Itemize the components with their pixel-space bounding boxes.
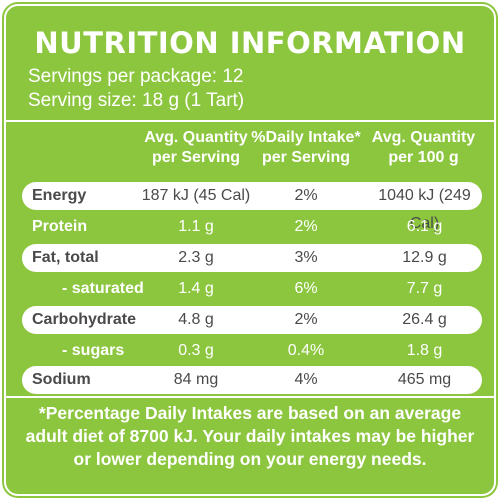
- nutrient-label: Fat, total: [32, 249, 99, 266]
- per-serving-value: 0.3 g: [178, 342, 214, 359]
- column-header-line: per 100 g: [388, 149, 459, 166]
- footnote-divider: [6, 396, 494, 398]
- nutrient-label: Carbohydrate: [32, 311, 137, 328]
- column-header-line: Avg. Quantity: [144, 129, 248, 146]
- daily-intake-value: 3%: [294, 249, 318, 266]
- column-header-per-100g: Avg. Quantity per 100 g: [361, 128, 486, 168]
- nutrition-panel: NUTRITION INFORMATION Servings per packa…: [4, 4, 496, 496]
- column-header-daily-intake: %Daily Intake* per Serving: [246, 128, 366, 168]
- column-header-per-serving: Avg. Quantity per Serving: [136, 128, 256, 168]
- nutrient-label: Protein: [32, 218, 88, 235]
- per-100g-value: 7.7 g: [406, 280, 443, 297]
- nutrient-row-carbohydrate: Carbohydrate 4.8 g 2% 26.4 g: [22, 306, 482, 334]
- per-serving-value: 4.8 g: [178, 311, 214, 328]
- per-serving-value: 2.3 g: [178, 249, 214, 266]
- nutrient-label: - sugars: [62, 342, 125, 359]
- per-100g-value: 26.4 g: [402, 311, 447, 328]
- nutrient-label: Energy: [32, 187, 87, 204]
- daily-intake-value: 4%: [294, 371, 318, 388]
- nutrient-row-energy: Energy 187 kJ (45 Cal) 2% 1040 kJ (249 C…: [22, 182, 482, 232]
- per-serving-value: 84 mg: [173, 371, 219, 388]
- per-100g-value: 12.9 g: [402, 249, 447, 266]
- per-100g-value: 465 mg: [397, 371, 452, 388]
- column-header-line: Avg. Quantity: [371, 129, 476, 146]
- nutrient-row-sugars: - sugars 0.3 g 0.4% 1.8 g: [22, 337, 482, 365]
- daily-intake-value: 2%: [294, 311, 318, 328]
- column-header-line: per Serving: [151, 149, 241, 166]
- per-100g-value: 1.8 g: [406, 342, 443, 359]
- nutrient-label: - saturated: [62, 280, 144, 297]
- daily-intake-value: 2%: [294, 218, 318, 235]
- serving-size: Serving size: 18 g (1 Tart): [28, 90, 245, 111]
- daily-intake-value: 0.4%: [287, 342, 325, 359]
- column-header-line: %Daily Intake*: [251, 129, 361, 146]
- nutrient-row-saturated: - saturated 1.4 g 6% 7.7 g: [22, 275, 482, 303]
- nutrient-label: Sodium: [32, 371, 91, 388]
- nutrient-row-protein: Protein 1.1 g 2% 6.1 g: [22, 213, 482, 241]
- daily-intake-value: 2%: [294, 187, 318, 204]
- per-serving-value: 1.4 g: [178, 280, 214, 297]
- daily-intake-value: 6%: [294, 280, 318, 297]
- panel-title: NUTRITION INFORMATION: [34, 26, 466, 60]
- footnote: *Percentage Daily Intakes are based on a…: [25, 403, 475, 469]
- header-divider: [6, 120, 494, 122]
- per-serving-value: 187 kJ (45 Cal): [141, 187, 251, 204]
- servings-per-package: Servings per package: 12: [28, 66, 244, 87]
- nutrient-row-sodium: Sodium 84 mg 4% 465 mg: [22, 366, 482, 394]
- per-serving-value: 1.1 g: [178, 218, 214, 235]
- per-100g-value: 6.1 g: [406, 218, 443, 235]
- nutrient-row-fat-total: Fat, total 2.3 g 3% 12.9 g: [22, 244, 482, 272]
- per-100g-value: 1040 kJ (249 Cal): [378, 187, 471, 232]
- column-header-line: per Serving: [261, 149, 351, 166]
